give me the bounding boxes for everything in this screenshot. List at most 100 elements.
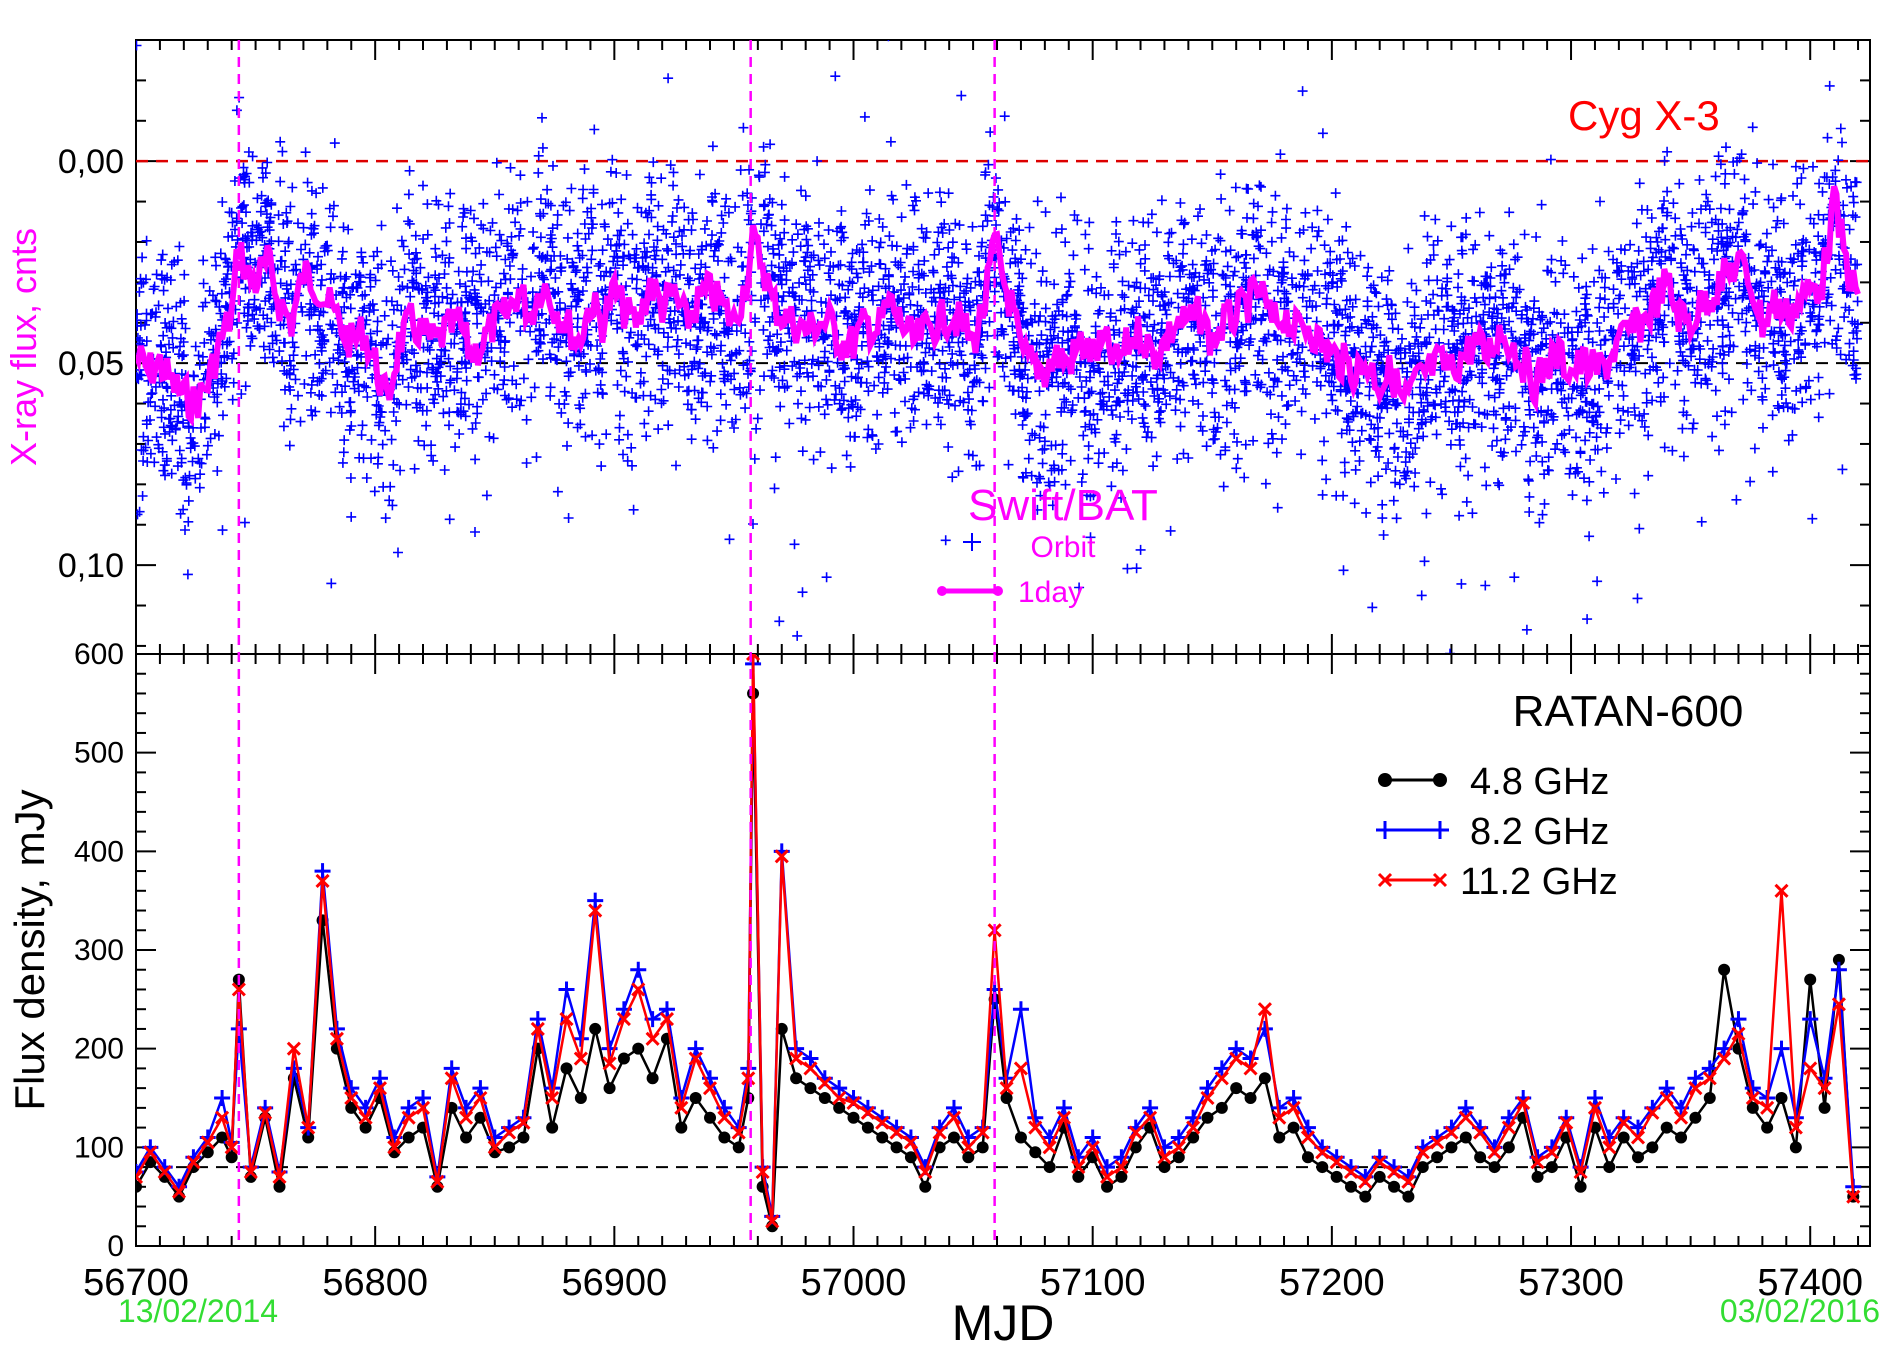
point	[658, 1001, 675, 1018]
point	[1689, 1111, 1702, 1124]
point	[687, 1040, 704, 1057]
point	[833, 1101, 846, 1114]
point	[1129, 1141, 1142, 1154]
point	[689, 1092, 702, 1104]
point	[359, 1121, 372, 1134]
point	[1501, 1120, 1516, 1135]
point	[704, 1111, 717, 1124]
point	[243, 1164, 258, 1180]
radio-y-axis-label: Flux density, mJy	[6, 789, 53, 1110]
instrument-label: Swift/BAT	[968, 481, 1158, 530]
point	[1760, 1100, 1775, 1115]
point	[136, 1169, 144, 1184]
point	[802, 1050, 819, 1067]
point	[1802, 1011, 1819, 1028]
point	[688, 1051, 703, 1066]
point	[345, 1101, 358, 1114]
point	[224, 1140, 239, 1155]
point	[631, 982, 646, 997]
x-tick-label: 56900	[562, 1262, 668, 1304]
point	[157, 1164, 172, 1180]
point	[1012, 1001, 1029, 1018]
point	[1230, 1082, 1243, 1095]
point	[1014, 1131, 1027, 1144]
point	[1215, 1101, 1228, 1114]
point	[1071, 1160, 1086, 1175]
point	[1143, 1110, 1158, 1125]
point	[225, 1151, 238, 1164]
radio-y-tick-labels: 0 100 200 300 400 500 600	[74, 638, 124, 1263]
point	[832, 1090, 847, 1106]
y-tick-label: 300	[74, 934, 124, 967]
point	[1687, 1070, 1704, 1087]
legend-8-2-label: 8.2 GHz	[1470, 811, 1609, 853]
point	[1115, 1170, 1128, 1183]
point	[559, 1012, 574, 1027]
radio-x-tick-labels: 56700 56800 56900 57000 57100 57200 57300 57400	[83, 1262, 1863, 1304]
point	[702, 1081, 718, 1096]
point	[790, 1072, 803, 1085]
series-line-3	[136, 654, 1855, 1222]
point	[430, 1174, 445, 1189]
xray-axis-ticks	[135, 40, 1870, 654]
legend-8-2-marker	[1376, 821, 1449, 839]
point	[1128, 1125, 1143, 1140]
radio-title: RATAN-600	[1513, 687, 1744, 736]
point	[803, 1061, 818, 1076]
point	[216, 1131, 229, 1144]
point	[1701, 1060, 1718, 1077]
point	[1243, 1061, 1258, 1076]
point	[1157, 1150, 1172, 1165]
point	[1402, 1190, 1415, 1203]
x-tick-label: 56700	[83, 1262, 189, 1304]
point	[919, 1180, 932, 1193]
point	[1330, 1170, 1343, 1183]
legend-orbit-marker	[963, 533, 981, 551]
point	[903, 1135, 918, 1150]
point	[1559, 1115, 1574, 1130]
legend-1day-marker	[937, 586, 1003, 596]
point	[1788, 1120, 1803, 1135]
point	[1789, 1141, 1802, 1154]
point	[487, 1140, 502, 1155]
point	[999, 1081, 1014, 1096]
y-tick-label: 200	[74, 1033, 124, 1066]
point	[1660, 1121, 1673, 1134]
radio-panel: 0 100 200 300 400 500 600 56700 56800 56900 57000…	[6, 638, 1880, 1350]
point	[1301, 1151, 1314, 1164]
point	[1730, 1011, 1747, 1028]
point	[847, 1111, 860, 1124]
point	[272, 1169, 287, 1184]
x-tick-label: 57300	[1518, 1262, 1624, 1304]
point	[976, 1141, 989, 1154]
point	[1070, 1149, 1087, 1166]
y-tick-label: 0	[107, 1230, 124, 1263]
legend-11-2-marker	[1377, 872, 1448, 888]
point	[517, 1131, 530, 1144]
legend-4-8-marker	[1378, 773, 1447, 787]
point	[1213, 1060, 1230, 1077]
point	[1272, 1110, 1287, 1125]
point	[401, 1110, 416, 1125]
point	[1445, 1141, 1458, 1154]
point	[329, 1031, 344, 1046]
point	[415, 1090, 432, 1106]
point	[1158, 1161, 1171, 1174]
x-tick-label: 56800	[322, 1262, 428, 1304]
point	[1761, 1121, 1774, 1134]
point	[460, 1131, 473, 1144]
y-tick-label: 0,00	[58, 143, 124, 181]
point	[1172, 1151, 1185, 1164]
point	[273, 1180, 286, 1193]
point	[961, 1140, 976, 1155]
point	[589, 1022, 602, 1035]
point	[415, 1100, 431, 1115]
point	[1201, 1111, 1214, 1124]
point	[587, 892, 604, 909]
point	[572, 1030, 589, 1047]
point	[1229, 1051, 1244, 1066]
point	[1114, 1160, 1129, 1175]
y-tick-label: 500	[74, 737, 124, 770]
point	[1029, 1146, 1042, 1159]
point	[646, 1072, 659, 1085]
